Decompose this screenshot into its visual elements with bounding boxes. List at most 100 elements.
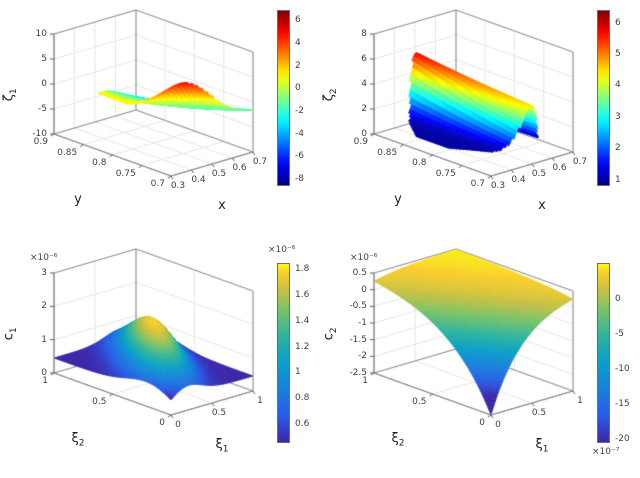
tick-label: 0.3 bbox=[490, 181, 506, 191]
tick-label: 4 bbox=[361, 79, 367, 89]
c2-y-axis-label: ξ2 bbox=[391, 431, 405, 449]
zeta2-colorbar bbox=[597, 10, 610, 186]
tick-label: 0.5 bbox=[531, 169, 547, 179]
c2-colorbar bbox=[597, 263, 610, 443]
tick-label: 0 bbox=[41, 368, 47, 378]
tick-label: -10 bbox=[32, 129, 47, 139]
tick-label: -5 bbox=[38, 104, 47, 114]
tick-label: 0.7 bbox=[150, 179, 165, 189]
subplot-c2: ×10⁻⁶ c2 ξ2 ξ1 ×10⁻⁷ 0 0.5 1 0 0.5 1 0.5 0 -0.5 -… bbox=[320, 239, 640, 478]
c2-colorbar-multiplier: ×10⁻⁷ bbox=[592, 447, 620, 457]
c1-z-axis-multiplier: ×10⁻⁶ bbox=[30, 253, 58, 263]
zeta2-x-axis-label: x bbox=[538, 198, 546, 213]
tick-label: 0.5 bbox=[352, 268, 367, 278]
zeta2-y-axis-label: y bbox=[394, 192, 402, 207]
c1-y-axis-label: ξ2 bbox=[71, 431, 85, 449]
c2-surface-canvas bbox=[326, 243, 578, 455]
c1-colorbar bbox=[277, 263, 290, 443]
tick-label: 1.6 bbox=[295, 290, 310, 301]
zeta1-y-axis-label: y bbox=[74, 192, 82, 207]
tick-label: 8 bbox=[361, 29, 367, 39]
tick-label: 0.3 bbox=[170, 181, 186, 191]
tick-label: -2 bbox=[358, 351, 367, 362]
tick-label: -2 bbox=[295, 106, 304, 117]
tick-label: 3 bbox=[41, 268, 47, 278]
tick-label: 0.7 bbox=[470, 179, 485, 189]
tick-label: -0.5 bbox=[349, 301, 367, 312]
zeta1-z-axis-label: ζ1 bbox=[1, 88, 20, 102]
tick-label: 0.5 bbox=[211, 408, 227, 418]
tick-label: 10 bbox=[35, 29, 47, 39]
c1-z-axis-label: c1 bbox=[1, 327, 20, 341]
tick-label: 1.4 bbox=[295, 315, 310, 326]
tick-label: 1 bbox=[41, 334, 47, 345]
tick-label: 0.5 bbox=[412, 397, 427, 407]
tick-label: 0.6 bbox=[552, 163, 567, 173]
tick-label: 0 bbox=[495, 420, 501, 430]
tick-label: 0.7 bbox=[572, 157, 588, 167]
tick-label: 0.4 bbox=[191, 175, 206, 185]
tick-label: 0.75 bbox=[115, 168, 136, 179]
subplot-c1: ×10⁻⁶ c1 ξ2 ξ1 ×10⁻⁶ 0 0.5 1 0 0.5 1 0 1 2 3 1.8 1.… bbox=[0, 239, 320, 478]
tick-label: 0.9 bbox=[353, 137, 368, 147]
zeta1-x-axis-label: x bbox=[218, 198, 226, 213]
tick-label: 1 bbox=[295, 367, 301, 378]
tick-label: 0.85 bbox=[377, 147, 398, 158]
tick-label: -6 bbox=[295, 151, 304, 162]
tick-label: 0.5 bbox=[531, 408, 547, 418]
tick-label: 0 bbox=[361, 129, 367, 139]
tick-label: -5 bbox=[615, 329, 624, 340]
tick-label: 1.8 bbox=[295, 264, 310, 275]
c1-x-axis-label: ξ1 bbox=[215, 437, 229, 455]
zeta2-z-axis-label: ζ2 bbox=[321, 88, 340, 102]
tick-label: 1 bbox=[362, 376, 368, 386]
tick-label: 0 bbox=[159, 418, 165, 428]
tick-label: -8 bbox=[295, 174, 304, 185]
tick-label: 4 bbox=[295, 37, 301, 48]
tick-label: 0.85 bbox=[57, 147, 78, 158]
c1-colorbar-multiplier: ×10⁻⁶ bbox=[268, 245, 296, 255]
c1-surface-canvas bbox=[6, 243, 258, 455]
tick-label: -2.5 bbox=[349, 368, 367, 378]
tick-label: 0.7 bbox=[252, 157, 268, 167]
tick-label: 2 bbox=[295, 60, 301, 71]
tick-label: -10 bbox=[615, 364, 630, 375]
tick-label: 0.5 bbox=[92, 397, 107, 407]
tick-label: 1 bbox=[257, 396, 263, 406]
c2-z-axis-label: c2 bbox=[321, 327, 340, 341]
tick-label: 3 bbox=[615, 111, 621, 122]
tick-label: 6 bbox=[615, 17, 621, 28]
tick-label: -4 bbox=[295, 128, 304, 139]
tick-label: -1.5 bbox=[349, 334, 367, 345]
tick-label: 2 bbox=[361, 104, 367, 114]
tick-label: 5 bbox=[41, 54, 47, 64]
tick-label: 1.2 bbox=[295, 341, 310, 352]
tick-label: 0.6 bbox=[232, 163, 247, 173]
subplot-zeta1: ζ1 y x 0.3 0.4 0.5 0.6 0.7 0.7 0.75 0.8 0.85 0.9-… bbox=[0, 0, 320, 239]
tick-label: 6 bbox=[295, 15, 301, 26]
tick-label: 0 bbox=[295, 83, 301, 94]
tick-label: 0.5 bbox=[211, 169, 227, 179]
tick-label: 0 bbox=[615, 294, 621, 305]
tick-label: 0.9 bbox=[33, 137, 48, 147]
tick-label: 0.8 bbox=[92, 158, 107, 168]
tick-label: 2 bbox=[615, 143, 621, 154]
tick-label: 0 bbox=[361, 284, 367, 295]
tick-label: 0 bbox=[175, 420, 181, 430]
tick-label: 5 bbox=[615, 49, 621, 59]
tick-label: 6 bbox=[361, 54, 367, 64]
subplot-zeta2: ζ2 y x 0.3 0.4 0.5 0.6 0.7 0.7 0.75 0.8 0.85 0.9 0… bbox=[320, 0, 640, 239]
tick-label: 1 bbox=[615, 174, 621, 185]
tick-label: 1 bbox=[42, 376, 48, 386]
tick-label: 0.75 bbox=[435, 168, 456, 179]
c2-z-axis-multiplier: ×10⁻⁶ bbox=[350, 253, 378, 263]
tick-label: -20 bbox=[615, 434, 630, 445]
zeta1-surface-canvas bbox=[6, 4, 258, 216]
zeta2-surface-canvas bbox=[326, 4, 578, 216]
tick-label: 0.6 bbox=[295, 418, 310, 429]
tick-label: 2 bbox=[41, 301, 47, 312]
tick-label: 1 bbox=[577, 396, 583, 406]
tick-label: 0.8 bbox=[295, 393, 310, 403]
tick-label: -15 bbox=[615, 399, 630, 410]
